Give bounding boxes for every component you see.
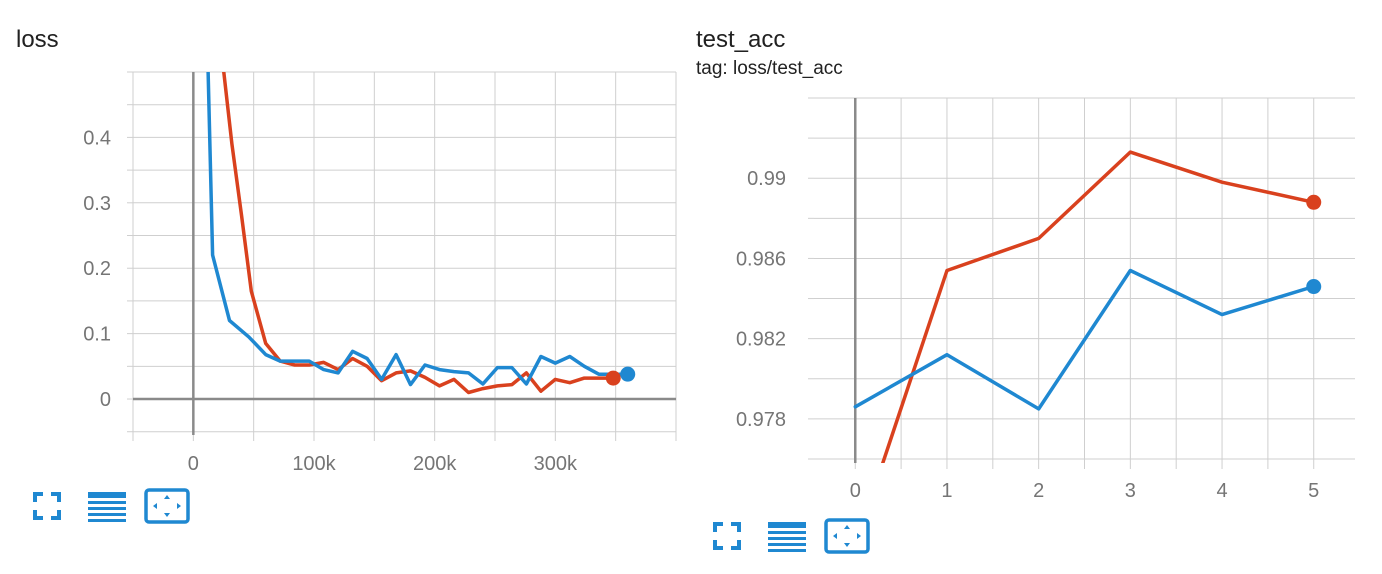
series-end-marker-1[interactable]: [1306, 194, 1322, 210]
fit-domain-icon: [824, 518, 870, 554]
series-lines: [853, 150, 1316, 463]
fit-domain-button[interactable]: [144, 486, 190, 526]
data-table-icon: [88, 492, 126, 522]
x-tick-label: 4: [1216, 480, 1227, 502]
series-line-2: [206, 72, 630, 387]
series-end-marker-2[interactable]: [620, 366, 636, 382]
data-table-icon: [768, 522, 806, 552]
y-tick-label: 0.2: [83, 258, 111, 280]
fullscreen-button[interactable]: [24, 486, 70, 526]
y-tick-label: 0.3: [83, 193, 111, 215]
grid: [127, 71, 677, 441]
test-acc-chart[interactable]: 0 1 2 3 4 5 0.978 0.982 0.986 0.99: [690, 0, 1382, 510]
x-tick-label: 100k: [292, 453, 336, 475]
data-table-button[interactable]: [764, 516, 810, 556]
series-end-marker-1[interactable]: [605, 370, 621, 386]
y-tick-label: 0.1: [83, 324, 111, 346]
fullscreen-icon: [713, 522, 741, 550]
y-tick-label: 0.4: [83, 127, 111, 149]
x-tick-label: 0: [850, 480, 861, 502]
fit-domain-icon: [144, 488, 190, 524]
y-tick-label: 0.986: [736, 248, 786, 270]
chart-title: test_acc: [696, 26, 786, 53]
x-tick-label: 0: [188, 453, 199, 475]
y-tick-label: 0.978: [736, 409, 786, 431]
y-tick-label: 0.982: [736, 329, 786, 351]
grid: [808, 97, 1355, 469]
data-table-button[interactable]: [84, 486, 130, 526]
series-end-marker-2[interactable]: [1306, 279, 1322, 295]
chart-toolbar: [24, 486, 204, 526]
test-acc-chart-card: test_acc tag: loss/test_acc 0 1 2 3 4 5 0.978 0…: [690, 0, 1382, 574]
series-line-1: [881, 150, 1316, 463]
y-tick-label: 0: [100, 389, 111, 411]
series-line-1: [222, 72, 616, 395]
x-tick-label: 1: [941, 480, 952, 502]
loss-chart-card: loss 0 100k 200k 300k 0 0.1 0.2 0.3 0.4: [0, 0, 690, 574]
x-tick-label: 5: [1308, 480, 1319, 502]
chart-toolbar: [704, 516, 884, 556]
x-tick-label: 300k: [534, 453, 578, 475]
x-tick-label: 2: [1033, 480, 1044, 502]
series-line-2: [853, 268, 1316, 411]
fit-domain-button[interactable]: [824, 516, 870, 556]
chart-subtitle: tag: loss/test_acc: [696, 58, 843, 79]
x-tick-label: 200k: [413, 453, 457, 475]
chart-title: loss: [16, 26, 59, 53]
y-tick-label: 0.99: [747, 168, 786, 190]
x-tick-label: 3: [1125, 480, 1136, 502]
loss-chart[interactable]: 0 100k 200k 300k 0 0.1 0.2 0.3 0.4: [0, 0, 690, 480]
series-lines: [206, 72, 630, 395]
fullscreen-icon: [33, 492, 61, 520]
fullscreen-button[interactable]: [704, 516, 750, 556]
